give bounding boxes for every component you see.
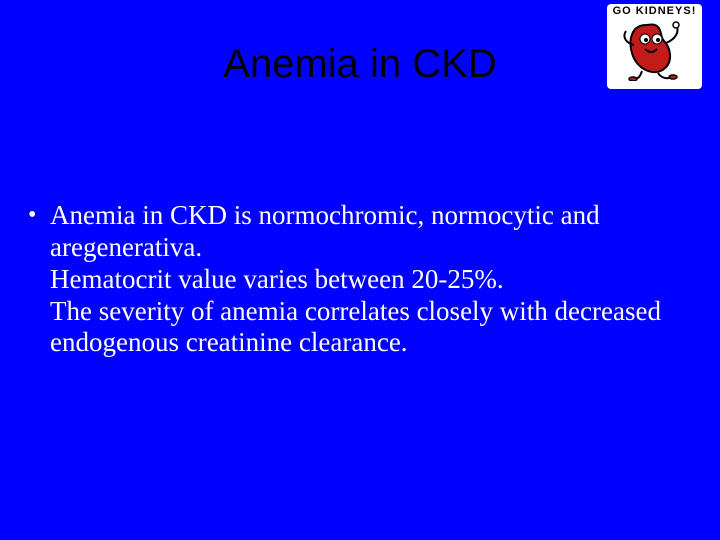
bullet-item: • Anemia in CKD is normochromic, normocy…	[28, 200, 680, 359]
slide-title: Anemia in CKD	[0, 42, 720, 87]
bullet-marker: •	[28, 200, 50, 359]
slide: GO KIDNEYS! Anemia in CKD • Anemia in	[0, 0, 720, 540]
logo-text: GO KIDNEYS!	[607, 6, 702, 17]
bullet-text: Anemia in CKD is normochromic, normocyti…	[50, 200, 680, 359]
slide-body: • Anemia in CKD is normochromic, normocy…	[28, 200, 680, 359]
